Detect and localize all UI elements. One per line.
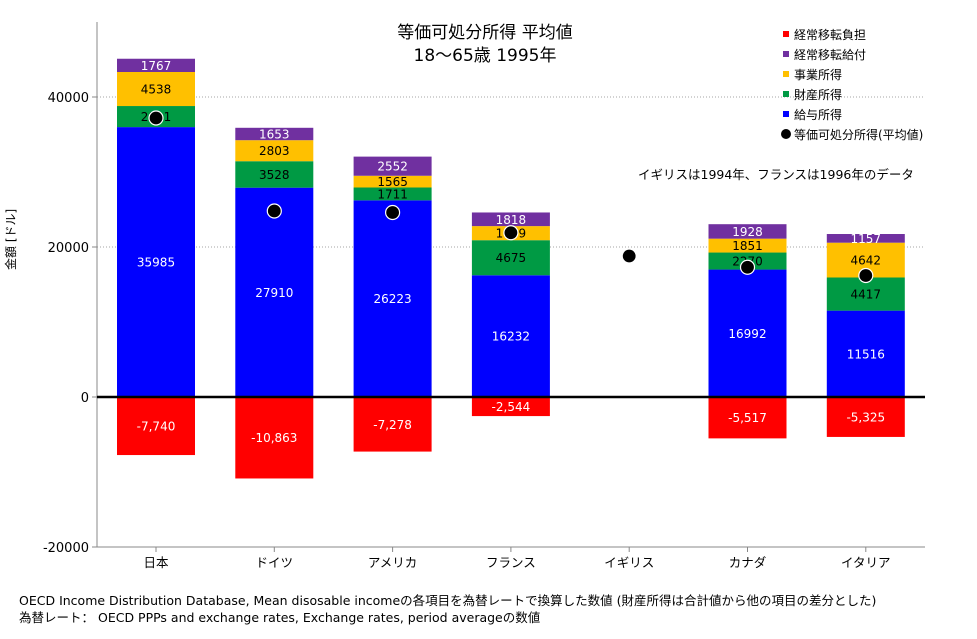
legend-label: 等価可処分所得(平均値) <box>794 127 924 142</box>
data-label: 11516 <box>847 347 885 361</box>
bar--7030a0-2 <box>353 156 432 176</box>
disposable-income-point <box>858 267 874 284</box>
x-tick-label: カナダ <box>729 555 767 570</box>
legend-marker <box>783 31 789 37</box>
bar--7030a0-3 <box>471 212 550 227</box>
legend-marker <box>783 91 789 97</box>
bar--0000ff-3 <box>471 275 550 397</box>
data-label: 1565 <box>377 175 408 189</box>
legend-label: 経常移転負担 <box>794 27 867 42</box>
bar--009a44-1 <box>235 161 314 188</box>
bar--009a44-3 <box>471 240 550 276</box>
data-label: -5,325 <box>846 410 885 424</box>
source-note-line2: 為替レート： OECD PPPs and exchange rates, Exc… <box>19 610 541 625</box>
data-label: 4417 <box>851 288 882 302</box>
y-tick-label: -20000 <box>43 541 89 556</box>
chart-title-line1: 等価可処分所得 平均値 <box>397 23 573 43</box>
bar--ff0000-3 <box>471 397 550 417</box>
legend-label: 給与所得 <box>794 107 843 122</box>
x-tick-label: 日本 <box>143 555 169 570</box>
bar--ffc000-2 <box>353 175 432 188</box>
data-label: 26223 <box>374 292 412 306</box>
data-label: 1767 <box>141 59 172 73</box>
legend-item: 財産所得 <box>783 84 923 104</box>
bar--0000ff-2 <box>353 200 432 397</box>
bar--009a44-2 <box>353 187 432 201</box>
bar--7030a0-0 <box>117 58 195 72</box>
bar--ffc000-0 <box>117 71 195 107</box>
disposable-income-point <box>148 110 164 126</box>
data-label: 4538 <box>141 83 172 97</box>
data-label: -7,278 <box>373 418 412 432</box>
data-label: 2552 <box>377 160 408 174</box>
legend-label: 財産所得 <box>794 87 843 102</box>
data-label: 35985 <box>137 256 175 270</box>
bar--ffc000-1 <box>235 140 314 162</box>
x-tick-label: フランス <box>486 555 536 570</box>
data-label: 1928 <box>732 225 763 239</box>
bar--ff0000-2 <box>353 397 432 452</box>
y-tick-label: 20000 <box>48 241 89 256</box>
bar--7030a0-1 <box>235 127 314 141</box>
bar--7030a0-6 <box>826 234 905 243</box>
data-label: 16992 <box>728 327 766 341</box>
legend-item: 等価可処分所得(平均値) <box>781 124 924 144</box>
chart-annotation: イギリスは1994年、フランスは1996年のデータ <box>638 167 914 182</box>
disposable-income-point <box>739 259 756 275</box>
data-label: 1711 <box>377 187 408 201</box>
data-label: -7,740 <box>137 420 176 434</box>
bar--0000ff-0 <box>117 127 195 398</box>
legend-item: 給与所得 <box>783 104 923 124</box>
data-label: 4642 <box>851 254 882 268</box>
data-label: 1157 <box>851 232 882 246</box>
x-tick-label: イタリア <box>841 555 891 570</box>
data-label: 1851 <box>732 239 763 253</box>
y-tick-label: 0 <box>81 391 89 406</box>
data-label: -10,863 <box>251 431 297 445</box>
legend-marker <box>783 51 789 57</box>
bar--0000ff-6 <box>826 310 905 397</box>
legend-label: 事業所得 <box>794 67 843 82</box>
legend: 経常移転負担 経常移転給付 事業所得財産所得給与所得等価可処分所得(平均値) <box>781 24 924 144</box>
source-note-line1: OECD Income Distribution Database, Mean … <box>19 593 877 608</box>
legend-marker <box>783 71 789 77</box>
bar--7030a0-5 <box>708 224 787 239</box>
bar--ff0000-5 <box>708 397 787 439</box>
data-label: 27910 <box>255 286 293 300</box>
x-tick-label: ドイツ <box>256 555 294 570</box>
data-label: 4675 <box>496 251 527 265</box>
legend-item: 経常移転給付 <box>783 44 923 64</box>
data-label: 2803 <box>259 144 290 158</box>
chart-title-line2: 18〜65歳 1995年 <box>413 46 557 66</box>
data-label: -2,544 <box>492 400 531 414</box>
disposable-income-point <box>385 204 401 221</box>
disposable-income-point <box>503 225 519 241</box>
data-label: 1653 <box>259 127 290 141</box>
y-axis-label: 金額 [ドル] <box>4 208 18 270</box>
legend-item: 経常移転負担 <box>783 24 923 44</box>
data-label: 3528 <box>259 168 290 182</box>
bar--0000ff-1 <box>235 187 314 397</box>
bar--ff0000-6 <box>826 397 905 437</box>
y-tick-label: 40000 <box>48 91 89 106</box>
legend-label: 経常移転給付 <box>794 47 867 62</box>
legend-marker <box>781 129 791 139</box>
disposable-income-point <box>621 248 637 264</box>
bar--0000ff-5 <box>708 269 787 397</box>
data-label: -5,517 <box>728 411 767 425</box>
legend-item: 事業所得 <box>783 64 923 84</box>
data-label: 1818 <box>496 213 527 227</box>
x-tick-label: イギリス <box>604 555 654 570</box>
bar--ff0000-0 <box>117 397 195 456</box>
x-tick-label: アメリカ <box>368 555 417 570</box>
disposable-income-point <box>266 203 282 219</box>
legend-marker <box>783 111 789 117</box>
bar--ffc000-5 <box>708 238 787 253</box>
bar--ff0000-1 <box>235 397 314 479</box>
data-label: 16232 <box>492 330 530 344</box>
